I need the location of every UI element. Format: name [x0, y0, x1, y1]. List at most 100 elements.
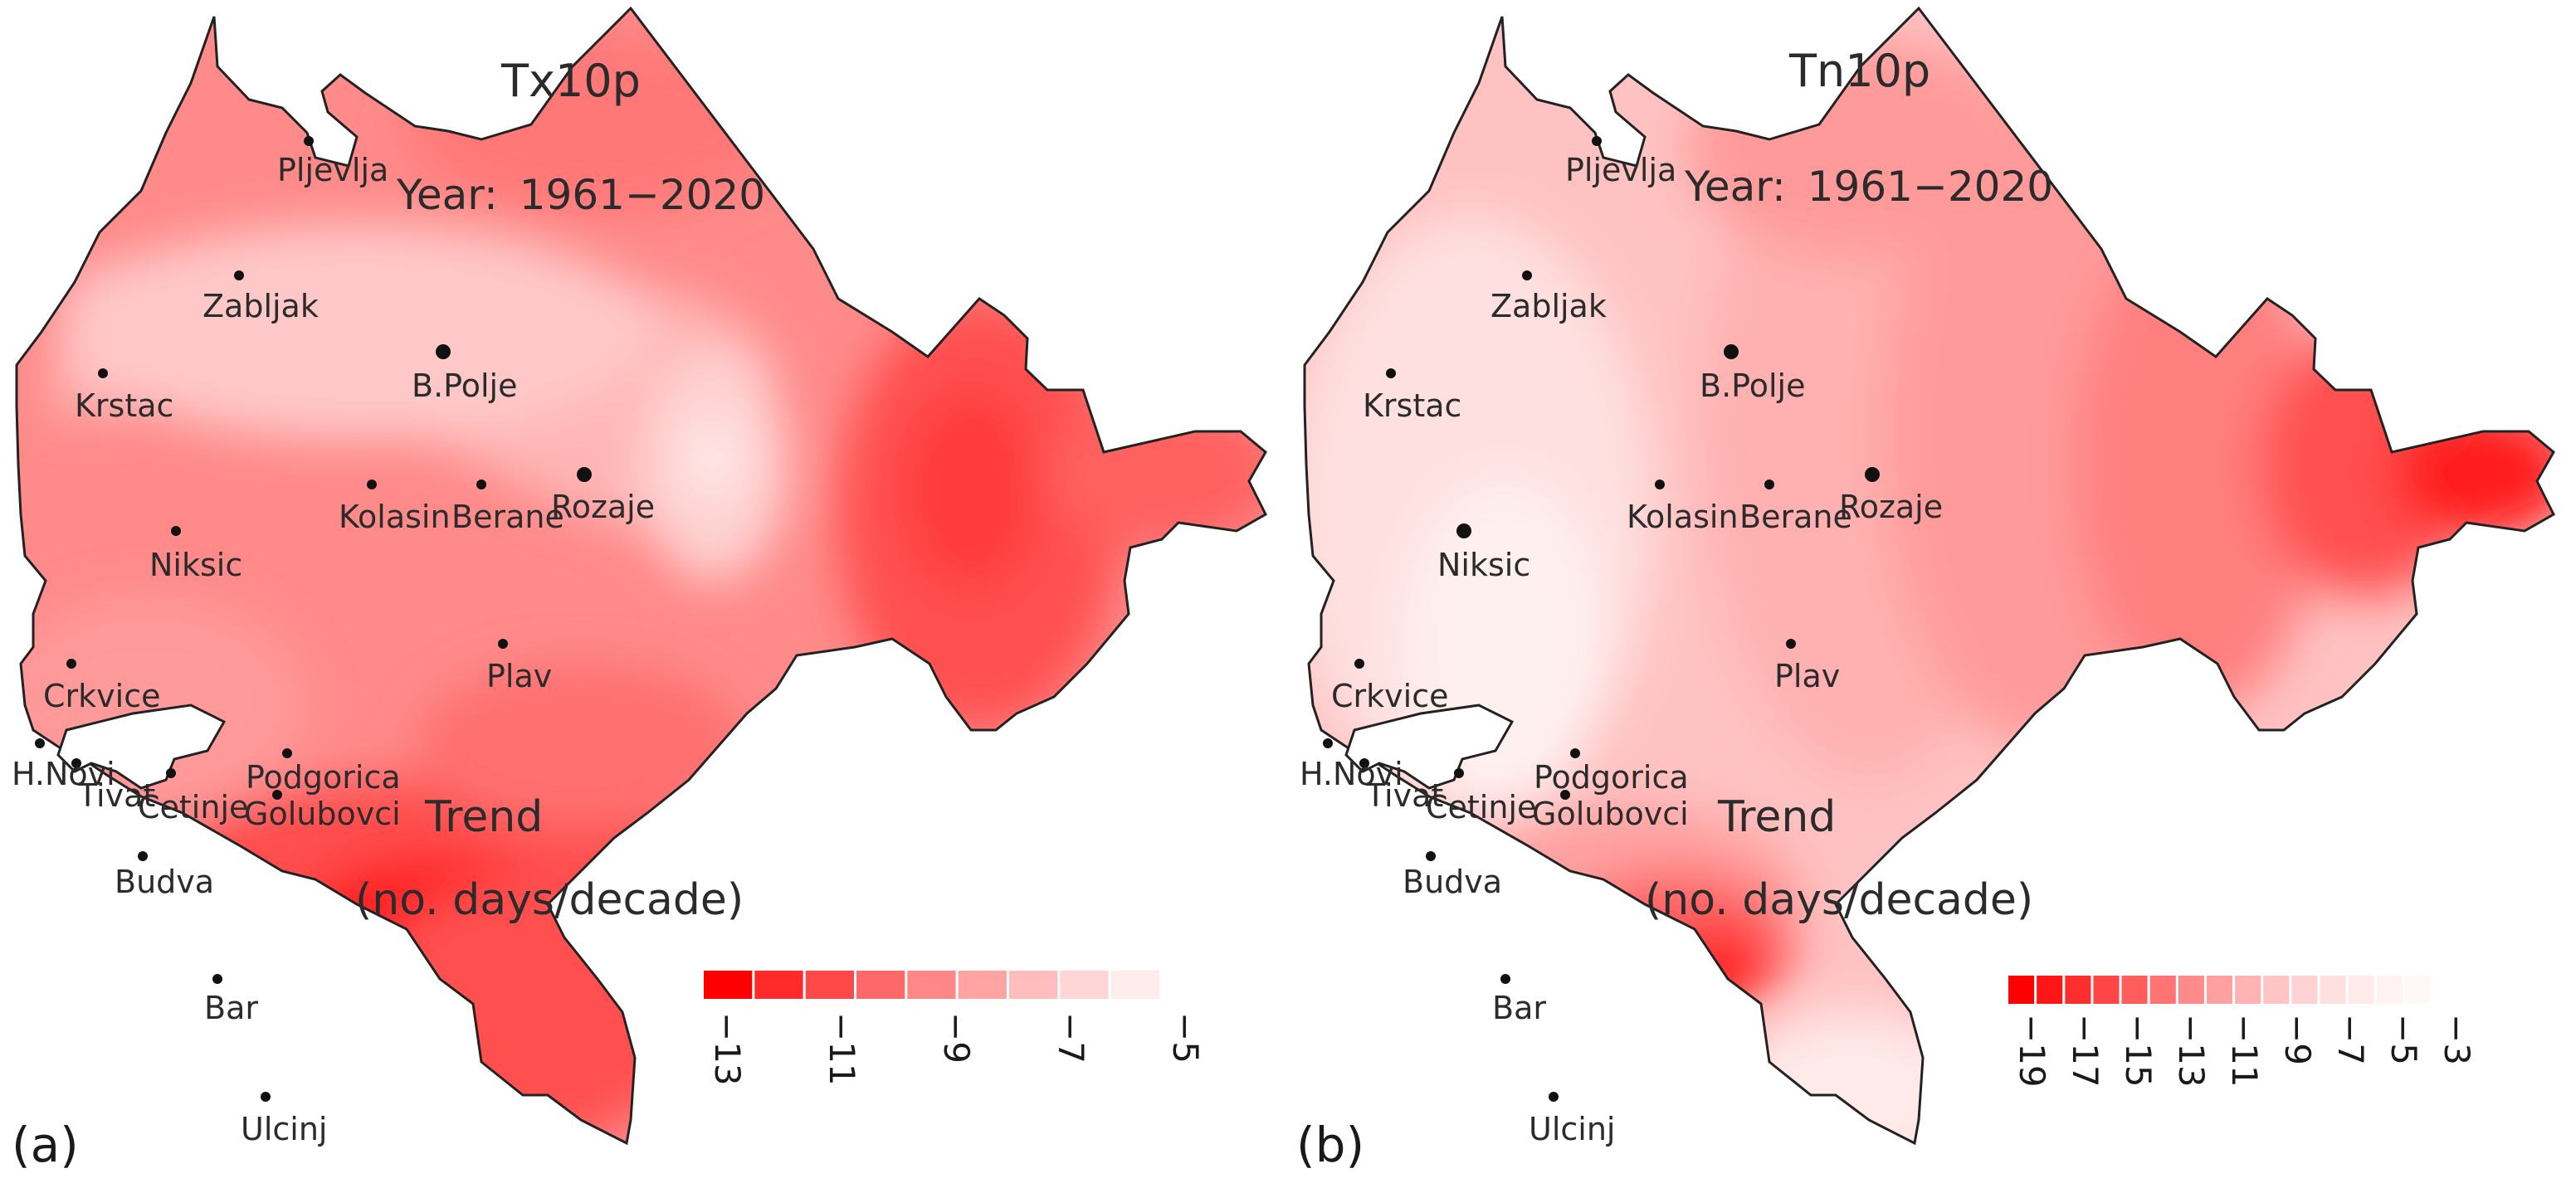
city-dot [1764, 480, 1774, 489]
legend-tick-label: −13 [707, 1012, 748, 1086]
city-label: Kolasin [1627, 499, 1739, 535]
city-dot [1454, 768, 1464, 778]
city-label: Tivat [1365, 777, 1443, 814]
city-label: Niksic [1437, 547, 1530, 583]
city-label: Plav [486, 658, 552, 694]
city-label: Ulcinj [1529, 1111, 1615, 1147]
city-labels-b: Pljevlja Zabljak Krstac B.Polje Kolasin … [1300, 152, 1943, 1147]
city-label: B.Polje [1700, 368, 1805, 404]
legend-tick-label: −13 [2171, 1014, 2212, 1088]
city-label: Golubovci [244, 796, 401, 832]
city-dot [1323, 738, 1333, 748]
legend-tick-label: −15 [2118, 1014, 2159, 1088]
city-label: Tivat [77, 777, 155, 814]
legend-tick-label: −11 [822, 1012, 862, 1086]
city-label: B.Polje [412, 368, 517, 404]
city-label: Plav [1774, 658, 1840, 694]
city-label: Pljevlja [1565, 152, 1676, 188]
city-dot [436, 344, 451, 359]
legend-swatch [754, 971, 803, 999]
city-dot [1865, 467, 1880, 482]
legend-swatch [2263, 976, 2290, 1004]
legend-colorbar-b [2008, 976, 2431, 1004]
map-tn10p: Pljevlja Zabljak Krstac B.Polje Kolasin … [1296, 6, 2555, 1173]
city-label: Cetinje [1426, 789, 1536, 825]
city-dot [1426, 851, 1436, 861]
legend-swatch [2037, 976, 2063, 1004]
city-label: Niksic [149, 547, 242, 583]
legend-tick-label: −5 [2383, 1014, 2424, 1065]
legend-tick-label: −5 [1165, 1012, 1206, 1064]
city-dot [1655, 480, 1665, 489]
legend-unit: (no. days/decade) [355, 875, 744, 925]
city-dot [1592, 136, 1602, 146]
legend-colorbar-a [704, 971, 1159, 999]
city-dot [1549, 1092, 1559, 1102]
legend-tick-label: −7 [1051, 1012, 1091, 1064]
city-dot [1786, 639, 1796, 649]
city-dot [1456, 523, 1471, 538]
legend-swatch [958, 971, 1007, 999]
legend-ticks-a: −13 −11 −9 −7 −5 [707, 1012, 1206, 1086]
legend-title: Trend [424, 792, 543, 842]
year-prefix: Year: [1684, 163, 1786, 211]
city-label: Podgorica [246, 759, 401, 796]
city-dot [35, 738, 45, 748]
city-label: Crkvice [1331, 678, 1448, 714]
legend-ticks-b: −19 −17 −15 −13 −11 −9 −7 −5 −3 [2012, 1014, 2477, 1088]
city-label: Ulcinj [241, 1111, 327, 1147]
city-label: Podgorica [1534, 759, 1689, 796]
city-dot [272, 790, 282, 800]
city-dot [66, 659, 76, 669]
city-label: Rozaje [551, 489, 655, 525]
legend-swatch [2291, 976, 2318, 1004]
city-dot [166, 768, 176, 778]
legend-tick-label: −7 [2330, 1014, 2371, 1065]
city-dot [476, 480, 486, 489]
year-range: 1961−2020 [1808, 163, 2053, 211]
year-label: Year: 1961−2020 [1684, 163, 2053, 211]
city-dot [1500, 974, 1510, 984]
year-range: 1961−2020 [520, 171, 765, 219]
legend-swatch [2206, 976, 2232, 1004]
map-tx10p: Pljevlja Zabljak Krstac B.Polje Kolasin … [12, 6, 1267, 1173]
legend-swatch [2065, 976, 2091, 1004]
legend-swatch [856, 971, 905, 999]
city-label: Pljevlja [277, 152, 388, 188]
city-label: Bar [204, 990, 258, 1026]
city-dot [234, 270, 244, 280]
legend-tick-label: −17 [2065, 1014, 2105, 1088]
city-dot [577, 467, 592, 482]
legend-tick-label: −9 [936, 1012, 977, 1064]
city-dot [1359, 758, 1369, 768]
legend-swatch [907, 971, 956, 999]
city-dot [1560, 790, 1570, 800]
city-label: Krstac [1363, 387, 1461, 424]
legend-swatch [2235, 976, 2261, 1004]
legend-tick-label: −19 [2012, 1014, 2052, 1088]
legend-swatch [2178, 976, 2204, 1004]
city-dot [1522, 270, 1532, 280]
city-dot [261, 1092, 271, 1102]
city-dot [1386, 368, 1396, 378]
country-border-b [1303, 6, 2555, 1146]
country-border-a [15, 6, 1267, 1146]
city-dot [1354, 659, 1364, 669]
legend-tick-label: −9 [2277, 1014, 2318, 1065]
legend-title: Trend [1717, 792, 1836, 842]
legend-swatch [2149, 976, 2176, 1004]
city-dot [498, 639, 508, 649]
city-markers-a [35, 136, 592, 1102]
city-dot [1570, 748, 1580, 758]
legend-unit: (no. days/decade) [1645, 875, 2033, 925]
city-label: H.Novi [1300, 756, 1403, 792]
year-label: Year: 1961−2020 [396, 171, 765, 219]
legend-tick-label: −3 [2437, 1014, 2477, 1065]
panel-b: Pljevlja Zabljak Krstac B.Polje Kolasin … [1288, 0, 2576, 1188]
year-prefix: Year: [396, 171, 498, 219]
city-label: Golubovci [1532, 796, 1689, 832]
city-label: Budva [1403, 864, 1502, 900]
city-label: Kolasin [339, 499, 451, 535]
legend-tick-label: −11 [2224, 1014, 2265, 1088]
city-label: Zabljak [202, 288, 319, 324]
